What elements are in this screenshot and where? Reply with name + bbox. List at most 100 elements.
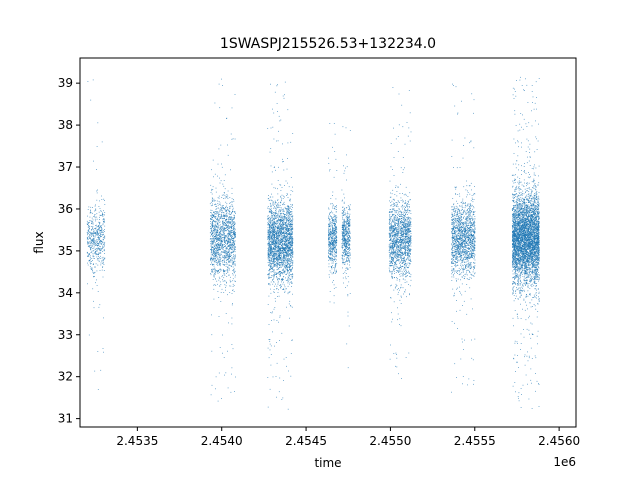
data-point xyxy=(96,253,98,255)
data-point xyxy=(274,272,276,274)
data-point xyxy=(284,94,285,96)
data-point xyxy=(332,212,334,214)
data-point xyxy=(273,252,275,254)
data-point xyxy=(334,267,336,269)
data-point xyxy=(88,231,90,232)
data-point xyxy=(289,268,290,270)
data-point xyxy=(333,244,335,245)
data-point xyxy=(284,249,285,251)
data-point xyxy=(217,223,219,225)
data-point xyxy=(226,259,228,261)
data-point xyxy=(276,259,277,261)
data-point xyxy=(224,174,226,176)
data-point xyxy=(223,180,225,181)
data-point xyxy=(93,240,94,242)
data-point xyxy=(218,264,220,266)
data-point xyxy=(275,210,276,211)
data-point xyxy=(95,282,96,284)
data-point xyxy=(226,276,228,277)
data-point xyxy=(234,223,236,225)
data-point xyxy=(272,331,273,333)
data-point xyxy=(280,207,282,209)
data-point xyxy=(219,347,221,348)
data-point xyxy=(282,227,283,229)
data-point xyxy=(234,251,236,253)
data-point xyxy=(92,250,94,252)
data-point xyxy=(277,236,279,238)
data-point xyxy=(269,231,271,233)
data-point xyxy=(334,249,336,251)
data-point xyxy=(93,235,94,236)
data-point xyxy=(211,270,213,272)
data-point xyxy=(283,232,285,234)
data-point xyxy=(280,219,282,221)
data-point xyxy=(217,229,218,231)
data-point xyxy=(211,252,213,253)
data-point xyxy=(218,239,220,241)
data-point xyxy=(99,235,101,236)
data-point xyxy=(271,243,272,245)
data-point xyxy=(104,257,106,259)
data-point xyxy=(292,238,294,240)
data-point xyxy=(286,226,288,228)
data-point xyxy=(292,255,294,257)
data-point xyxy=(285,262,287,264)
data-point xyxy=(214,236,215,237)
data-point xyxy=(292,240,293,242)
data-point xyxy=(334,259,335,261)
data-point xyxy=(222,269,224,271)
data-point xyxy=(329,259,331,261)
data-point xyxy=(335,233,336,235)
data-point xyxy=(95,232,97,234)
data-point xyxy=(215,269,216,271)
data-point xyxy=(328,218,329,219)
data-point xyxy=(210,205,212,207)
data-point xyxy=(212,252,214,254)
data-point xyxy=(275,255,276,256)
data-point xyxy=(280,227,281,229)
data-point xyxy=(333,204,334,206)
data-point xyxy=(288,277,289,279)
data-point xyxy=(347,234,349,235)
data-point xyxy=(284,216,286,217)
data-point xyxy=(329,257,331,259)
data-point xyxy=(334,218,336,220)
data-point xyxy=(279,207,281,208)
data-point xyxy=(269,222,271,224)
data-point xyxy=(281,236,283,237)
data-point xyxy=(330,230,332,232)
data-point xyxy=(215,191,217,193)
data-point xyxy=(277,241,279,243)
data-point xyxy=(270,206,272,208)
data-point xyxy=(292,251,293,253)
data-point xyxy=(219,263,221,265)
data-point xyxy=(232,258,233,260)
data-point xyxy=(290,141,292,143)
data-point xyxy=(221,163,222,165)
data-point xyxy=(334,265,336,267)
data-point xyxy=(95,210,97,211)
data-point xyxy=(286,240,287,242)
data-point xyxy=(99,214,101,216)
data-point xyxy=(216,263,218,265)
data-point xyxy=(227,238,229,240)
data-point xyxy=(290,222,292,224)
data-point xyxy=(104,241,106,243)
data-point xyxy=(271,235,273,237)
data-point xyxy=(229,239,231,241)
data-point xyxy=(275,274,277,275)
data-point xyxy=(213,246,215,247)
data-point xyxy=(283,255,284,257)
data-point xyxy=(288,230,290,231)
data-point xyxy=(333,249,334,250)
data-point xyxy=(92,244,93,246)
data-point xyxy=(284,236,286,237)
data-point xyxy=(276,103,278,104)
data-point xyxy=(270,235,272,236)
data-point xyxy=(289,223,291,225)
data-point xyxy=(332,251,334,253)
data-point xyxy=(276,203,278,205)
data-point xyxy=(210,258,212,260)
data-point xyxy=(281,223,283,225)
data-point xyxy=(288,237,290,239)
